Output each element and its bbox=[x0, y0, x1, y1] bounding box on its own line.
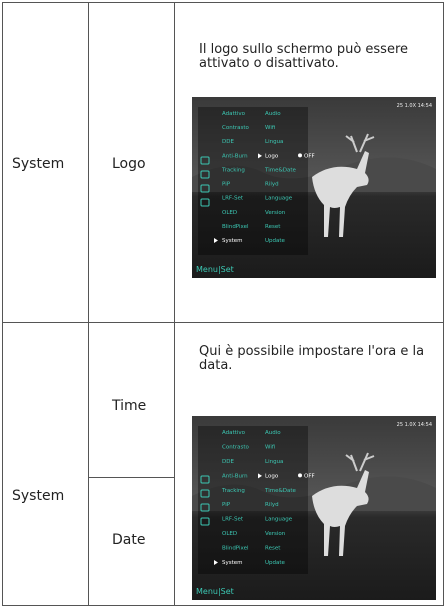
icon bbox=[200, 198, 210, 207]
treeline bbox=[192, 157, 436, 192]
menu-item: Update bbox=[265, 238, 286, 244]
menu-item: Version bbox=[265, 210, 286, 216]
description: Qui è possibile impostare l'ora e la dat… bbox=[199, 344, 425, 373]
menu-item: Logo bbox=[265, 473, 279, 479]
border bbox=[2, 322, 444, 323]
menu-item: OLED bbox=[222, 210, 237, 216]
menu-item: OLED bbox=[222, 531, 237, 537]
menu-item: LRF-Set bbox=[222, 517, 244, 523]
marker bbox=[214, 238, 218, 243]
label: Date bbox=[112, 532, 146, 548]
border bbox=[88, 2, 89, 606]
menu-item: LRF-Set bbox=[222, 196, 244, 202]
screenshot: 25 1.0X 14:54 Adattivo Contrasto DDE Anti-Bu… bbox=[192, 416, 436, 600]
icon bbox=[200, 156, 210, 165]
menu-item: DDE bbox=[222, 459, 234, 465]
icon bbox=[200, 475, 210, 484]
icon bbox=[200, 170, 210, 179]
description: Il logo sullo schermo può essere attivat… bbox=[199, 42, 409, 71]
icon bbox=[200, 503, 210, 512]
menu-item: Audio bbox=[265, 430, 281, 436]
menu-item: Version bbox=[265, 531, 286, 537]
menu-panel bbox=[198, 107, 308, 255]
menu-item: Tracking bbox=[221, 167, 245, 173]
menu-item: Adattivo bbox=[222, 430, 246, 436]
menu-item: BlindPixel bbox=[222, 546, 249, 552]
border bbox=[2, 605, 444, 606]
section: System bbox=[12, 488, 65, 504]
menu-item: Contrasto bbox=[222, 444, 250, 450]
menu-item: Reset bbox=[265, 546, 281, 552]
menu-item: DDE bbox=[222, 139, 234, 145]
status: 25 1.0X 14:54 bbox=[397, 103, 432, 109]
menu-item: Language bbox=[265, 517, 293, 523]
menu-item: Adattivo bbox=[222, 111, 246, 117]
footer: Menu|Set bbox=[196, 587, 234, 596]
menu-item: Reset bbox=[265, 224, 281, 230]
menu-item: Wifi bbox=[265, 444, 275, 450]
menu-item: Audio bbox=[265, 111, 281, 117]
screenshot: 25 1.0X 14:54 Adattivo Contrasto DDE Anti-Bu… bbox=[192, 97, 436, 278]
toggle-dot bbox=[298, 473, 302, 478]
border bbox=[443, 2, 444, 606]
menu-item: Time&Date bbox=[264, 167, 297, 173]
menu-item: Anti-Burn bbox=[222, 153, 248, 159]
treeline bbox=[192, 476, 436, 511]
menu-item: Lingua bbox=[265, 459, 283, 465]
border bbox=[174, 2, 175, 606]
antlers bbox=[345, 452, 375, 472]
menu-item: System bbox=[222, 238, 243, 244]
menu-item: Logo bbox=[265, 153, 279, 159]
label: Logo bbox=[112, 156, 146, 172]
toggle: OFF bbox=[304, 153, 315, 159]
status: 25 1.0X 14:54 bbox=[397, 422, 432, 428]
deer bbox=[312, 470, 369, 556]
menu-item: BlindPixel bbox=[222, 224, 249, 230]
menu-item: PiP bbox=[222, 502, 231, 508]
marker bbox=[258, 153, 262, 159]
toggle-dot bbox=[298, 153, 302, 158]
menu-item: Anti-Burn bbox=[222, 473, 248, 479]
menu-item: Wifi bbox=[265, 125, 275, 131]
border bbox=[88, 477, 174, 478]
border bbox=[2, 2, 3, 606]
menu-item: Contrasto bbox=[222, 125, 250, 131]
menu-item: System bbox=[222, 560, 243, 566]
menu-item: Time&Date bbox=[264, 488, 297, 494]
marker bbox=[258, 473, 262, 479]
icon bbox=[200, 489, 210, 498]
antlers bbox=[345, 133, 375, 153]
section: System bbox=[12, 156, 65, 172]
menu-item: Lingua bbox=[265, 139, 283, 145]
deer bbox=[312, 151, 369, 237]
icon bbox=[200, 517, 210, 526]
menu-item: Tracking bbox=[221, 488, 245, 494]
menu-panel bbox=[198, 426, 308, 574]
menu-item: Rilyd bbox=[265, 502, 279, 508]
icon bbox=[200, 184, 210, 193]
menu-item: PiP bbox=[222, 182, 231, 188]
label: Time bbox=[112, 398, 147, 414]
menu-item: Language bbox=[265, 196, 293, 202]
menu-item: Rilyd bbox=[265, 182, 279, 188]
menu-item: Update bbox=[265, 560, 286, 566]
marker bbox=[214, 560, 218, 565]
footer: Menu|Set bbox=[196, 265, 234, 274]
border bbox=[2, 2, 444, 3]
toggle: OFF bbox=[304, 473, 315, 479]
